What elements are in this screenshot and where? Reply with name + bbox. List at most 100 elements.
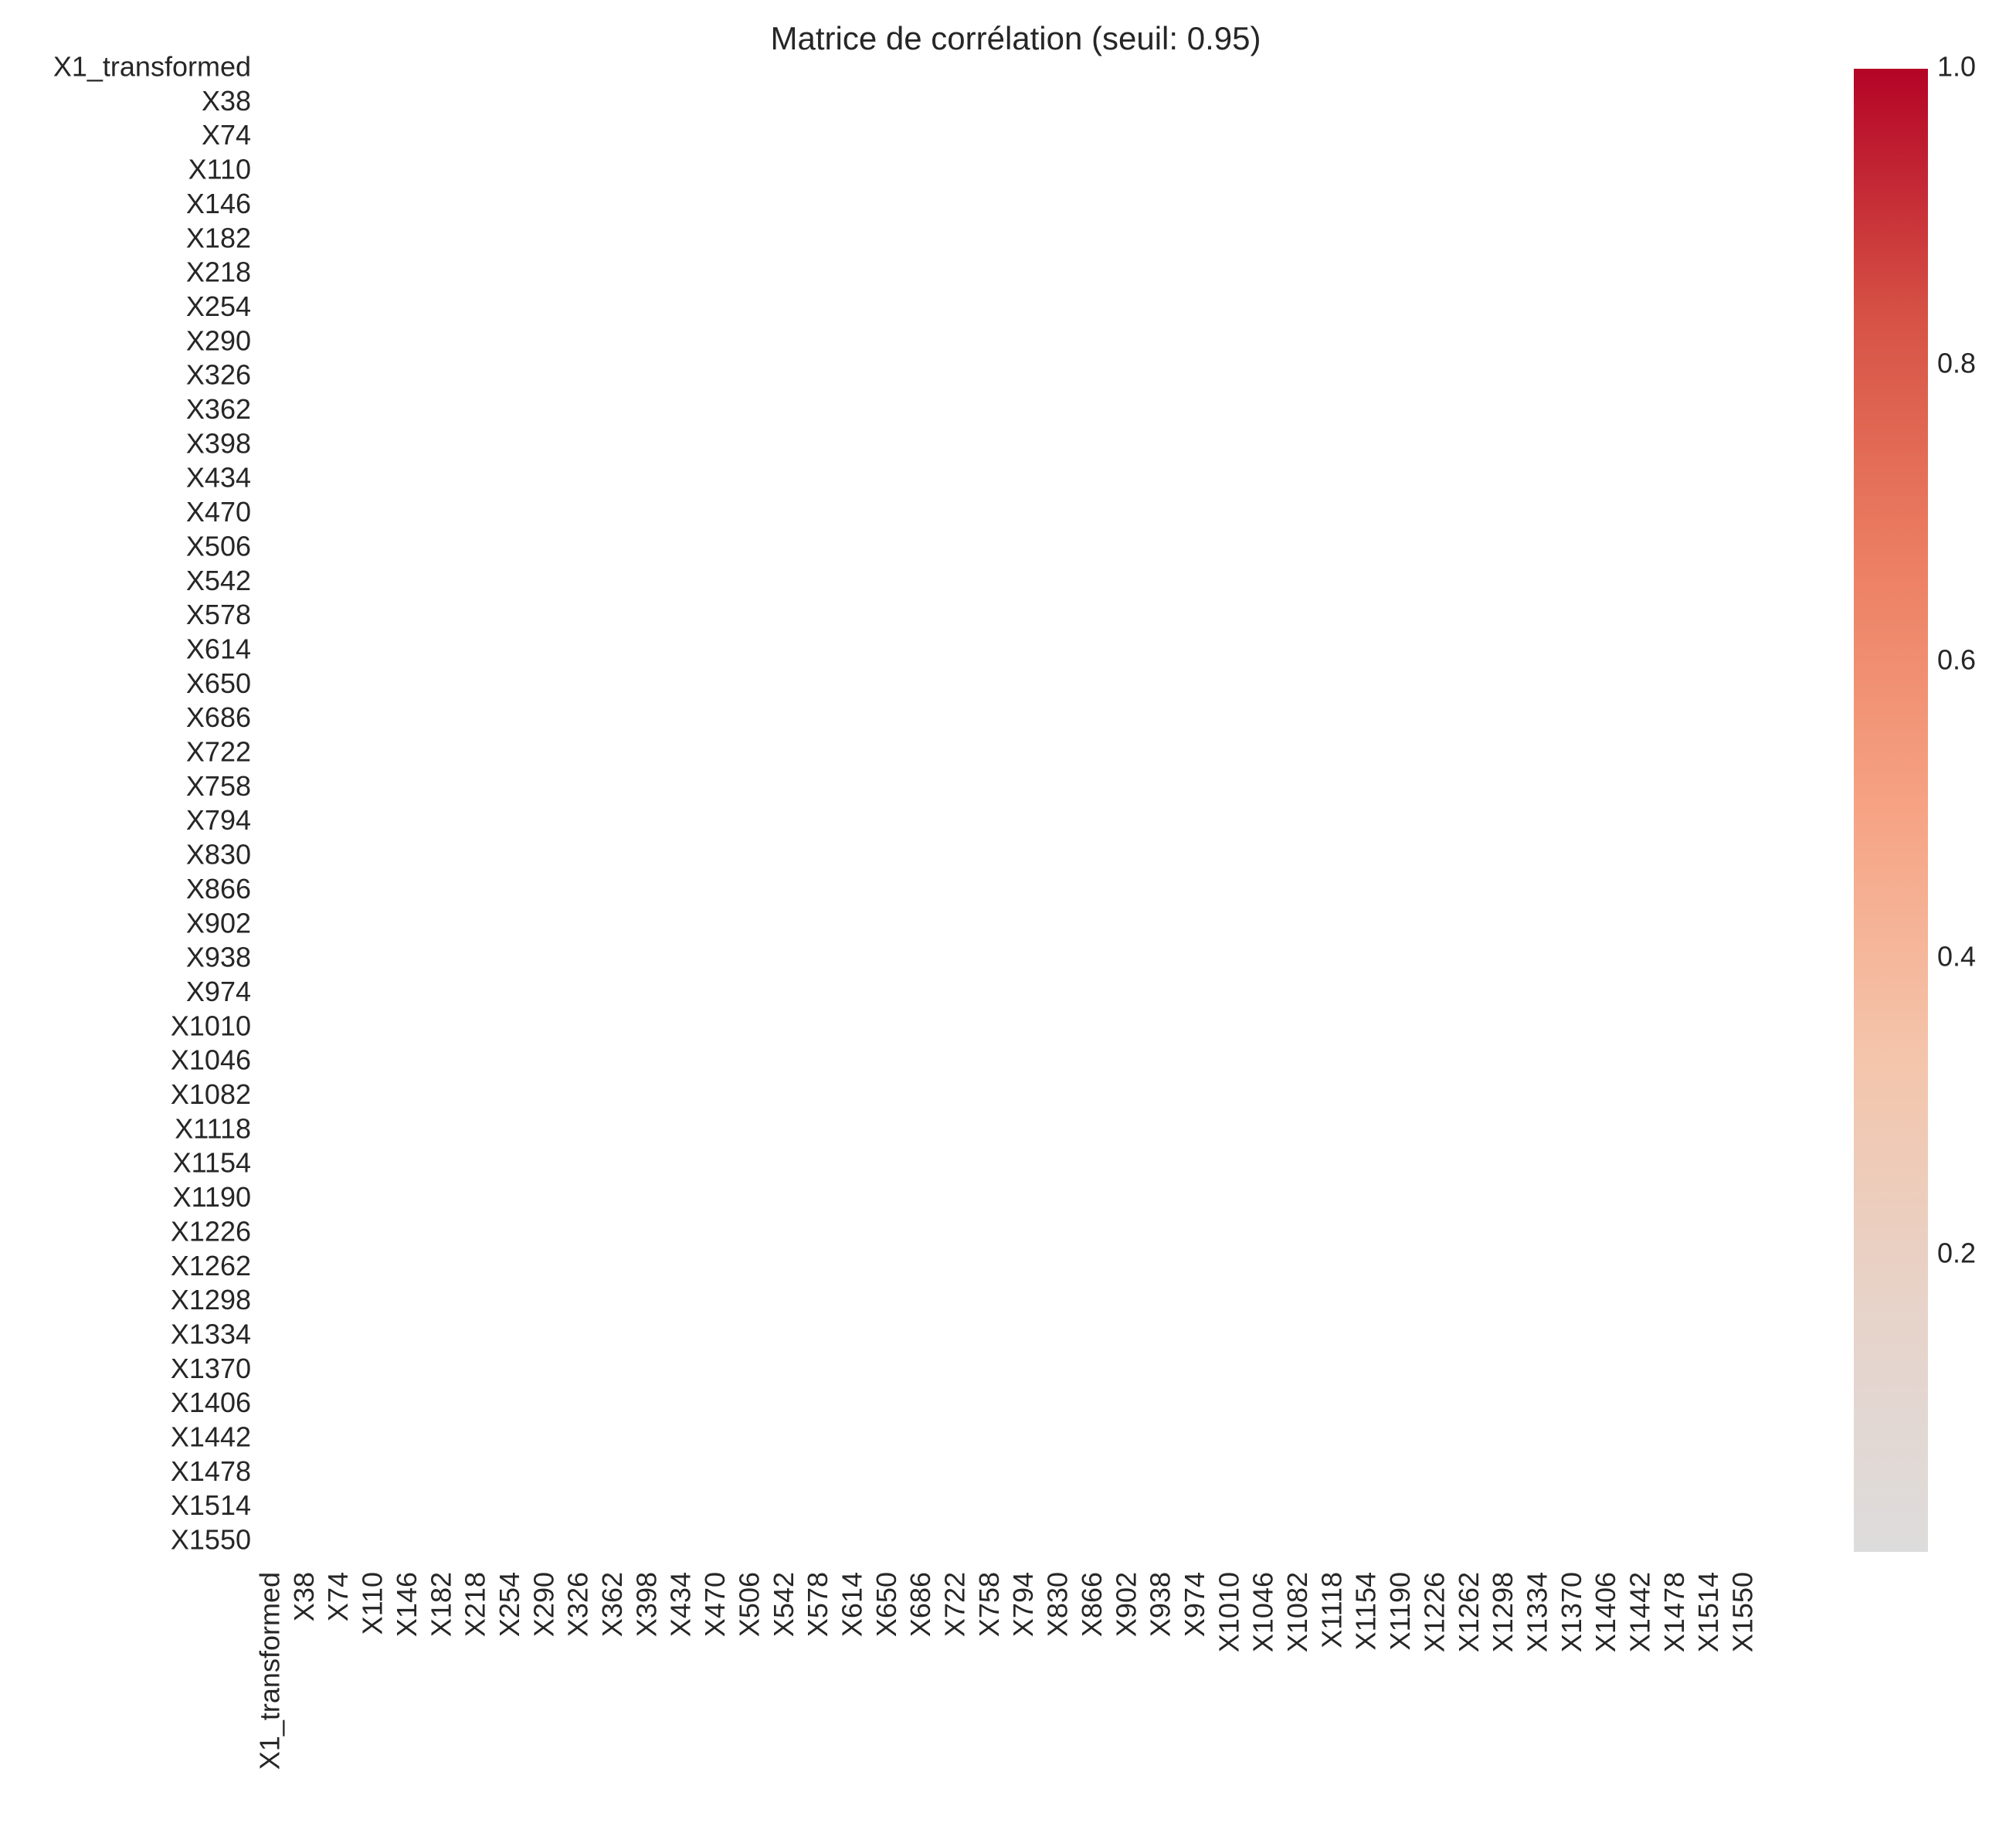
y-tick-label: X1262	[171, 1250, 251, 1282]
y-tick-label: X902	[186, 907, 251, 939]
x-tick-label: X1550	[1727, 1572, 1759, 1652]
y-tick-label: X542	[186, 565, 251, 596]
y-tick-label: X1082	[171, 1078, 251, 1110]
x-tick-label: X1514	[1692, 1572, 1724, 1652]
y-tick-label: X794	[186, 804, 251, 836]
x-tick-label: X1190	[1384, 1572, 1416, 1650]
y-tick-label: X578	[186, 599, 251, 630]
x-tick-labels: X1_transformed X38 X74 X110 X146 X182 X218 X254…	[254, 1572, 1759, 1770]
y-tick-label: X1550	[171, 1524, 251, 1556]
x-tick-label: X1262	[1453, 1572, 1485, 1652]
y-tick-label: X722	[186, 736, 251, 768]
y-tick-label: X1226	[171, 1215, 251, 1247]
y-tick-label: X1190	[173, 1181, 251, 1213]
x-tick-label: X650	[871, 1572, 902, 1637]
x-tick-label: X902	[1110, 1572, 1142, 1637]
colorbar-tick-label: 0.8	[1937, 348, 1976, 379]
y-tick-label: X1334	[171, 1318, 251, 1349]
y-tick-label: X1370	[171, 1353, 251, 1384]
y-tick-label: X1298	[171, 1284, 251, 1315]
y-tick-label: X1514	[171, 1489, 251, 1521]
y-tick-label: X686	[186, 701, 251, 733]
x-tick-label: X1082	[1281, 1572, 1313, 1652]
x-tick-label: X434	[665, 1572, 697, 1637]
x-tick-label: X1154	[1350, 1572, 1382, 1650]
y-tick-label: X110	[188, 154, 251, 185]
x-tick-label: X290	[528, 1572, 559, 1637]
chart-title: Matrice de corrélation (seuil: 0.95)	[771, 20, 1261, 56]
y-tick-label: X74	[202, 119, 251, 151]
y-tick-label: X398	[186, 427, 251, 459]
y-tick-label: X146	[186, 188, 251, 219]
x-tick-label: X866	[1076, 1572, 1108, 1637]
y-tick-label: X938	[186, 942, 251, 973]
x-tick-label: X722	[939, 1572, 971, 1637]
y-tick-label: X650	[186, 667, 251, 699]
x-tick-label: X1010	[1213, 1572, 1244, 1652]
y-tick-label: X362	[186, 393, 251, 425]
x-tick-label: X362	[596, 1572, 628, 1637]
x-tick-label: X1226	[1418, 1572, 1450, 1652]
y-tick-label: X614	[186, 633, 251, 664]
x-tick-label: X686	[904, 1572, 936, 1637]
x-tick-label: X1442	[1624, 1572, 1656, 1652]
x-tick-label: X326	[562, 1572, 594, 1637]
x-tick-label: X110	[357, 1572, 389, 1635]
colorbar-tick-label: 1.0	[1937, 51, 1976, 83]
x-tick-label: X1118	[1315, 1572, 1347, 1648]
y-tick-label: X182	[186, 222, 251, 253]
x-tick-label: X758	[973, 1572, 1005, 1637]
y-tick-label: X38	[202, 85, 251, 117]
y-tick-label: X1_transformed	[53, 51, 251, 83]
x-tick-label: X146	[391, 1572, 423, 1637]
x-tick-label: X542	[768, 1572, 799, 1637]
colorbar-tick-label: 0.2	[1937, 1237, 1976, 1269]
x-tick-label: X1_transformed	[254, 1572, 286, 1770]
y-tick-label: X434	[186, 462, 251, 494]
y-tick-label: X1442	[171, 1421, 251, 1453]
x-tick-label: X1334	[1521, 1572, 1553, 1652]
x-tick-label: X506	[733, 1572, 765, 1637]
y-tick-label: X1118	[175, 1112, 251, 1144]
x-tick-label: X218	[460, 1572, 491, 1637]
x-tick-label: X470	[699, 1572, 731, 1637]
y-tick-label: X470	[186, 496, 251, 528]
x-tick-label: X398	[630, 1572, 662, 1637]
y-tick-label: X254	[186, 290, 251, 322]
colorbar-tick-label: 0.6	[1937, 644, 1976, 676]
x-tick-label: X938	[1145, 1572, 1176, 1637]
y-tick-label: X974	[186, 976, 251, 1007]
y-tick-label: X830	[186, 839, 251, 871]
y-tick-label: X758	[186, 770, 251, 802]
heatmap-area	[259, 59, 1746, 1553]
colorbar	[1854, 69, 1928, 1552]
x-tick-label: X974	[1179, 1572, 1210, 1637]
y-tick-label: X1046	[171, 1044, 251, 1076]
y-tick-label: X1154	[173, 1147, 251, 1179]
x-tick-label: X794	[1007, 1572, 1039, 1637]
y-tick-label: X218	[186, 256, 251, 288]
x-tick-label: X1298	[1487, 1572, 1519, 1652]
y-tick-label: X866	[186, 873, 251, 905]
y-tick-label: X1406	[171, 1387, 251, 1418]
x-tick-label: X182	[425, 1572, 456, 1637]
x-tick-label: X254	[494, 1572, 525, 1637]
x-tick-label: X830	[1042, 1572, 1074, 1637]
y-tick-label: X326	[186, 359, 251, 391]
x-tick-label: X74	[322, 1572, 354, 1621]
y-tick-label: X506	[186, 530, 251, 562]
colorbar-tick-label: 0.4	[1937, 941, 1976, 973]
colorbar-tick-labels: 0.2 0.4 0.6 0.8 1.0	[1937, 51, 1976, 1269]
y-tick-label: X1010	[171, 1010, 251, 1041]
x-tick-label: X1406	[1590, 1572, 1621, 1652]
x-tick-label: X614	[836, 1572, 867, 1637]
x-tick-label: X1478	[1658, 1572, 1690, 1652]
y-tick-labels: X1_transformedX38X74X110X146X182X218X254…	[53, 51, 251, 1556]
x-tick-label: X38	[288, 1572, 320, 1621]
x-tick-label: X578	[802, 1572, 833, 1637]
x-tick-label: X1370	[1556, 1572, 1587, 1652]
y-tick-label: X1478	[171, 1455, 251, 1487]
y-tick-label: X290	[186, 324, 251, 356]
x-tick-label: X1046	[1247, 1572, 1279, 1652]
